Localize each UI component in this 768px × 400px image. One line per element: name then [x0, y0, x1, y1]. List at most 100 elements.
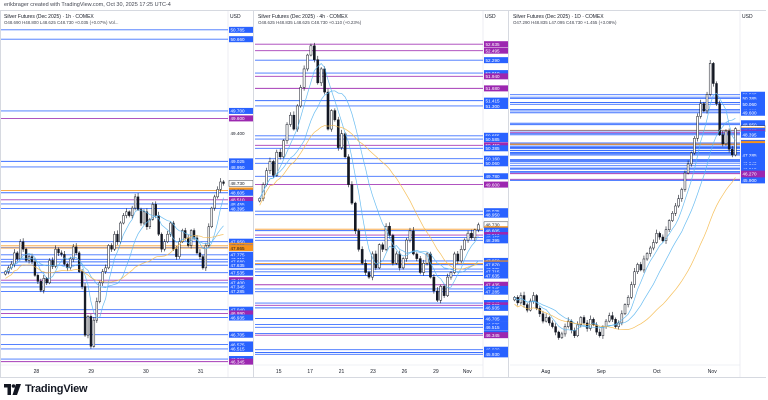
candle-down [525, 304, 529, 311]
candle-up [626, 297, 630, 305]
candle-down [435, 290, 439, 301]
candle-down [272, 161, 275, 176]
tradingview-brand-text: TradingView [25, 383, 88, 395]
candle-down [128, 211, 131, 216]
candle-up [674, 205, 677, 214]
price-label-bg [741, 177, 765, 184]
chart-1h-svg[interactable]: USD50.78550.66049.70049.60049.40049.0254… [1, 11, 254, 377]
candle-up [306, 54, 309, 70]
candle-down [145, 211, 149, 228]
price-label-bg [229, 269, 253, 276]
candle-up [131, 207, 134, 216]
price-axis[interactable]: USD50.58550.45050.38550.16050.06049.7804… [740, 14, 766, 184]
candle-down [45, 278, 48, 284]
moving-average-line [5, 215, 224, 288]
price-label-bg [229, 245, 253, 252]
price-label-bg [229, 314, 253, 321]
currency-label: USD [742, 14, 753, 20]
chart-panel-1d[interactable]: USD50.58550.45050.38550.16050.06049.7804… [510, 11, 766, 377]
candle-down [154, 204, 157, 216]
chart-4h-svg[interactable]: USD52.63552.49552.29052.01051.94051.6805… [255, 11, 509, 377]
candle-up [439, 286, 443, 301]
candle-up [340, 133, 343, 148]
chart-background [1, 11, 253, 377]
currency-label: USD [230, 14, 241, 20]
price-label: 48.605 [231, 191, 245, 196]
candle-down [16, 252, 19, 260]
chart-1d-svg[interactable]: USD50.58550.45050.38550.16050.06049.7804… [510, 11, 766, 377]
price-axis[interactable]: USD50.78550.66049.70049.60049.40049.0254… [228, 14, 253, 365]
ohlc-readout: O48.625 H48.835 L48.625 C48.730 +0.110 (… [258, 20, 362, 25]
price-label-bg [229, 288, 253, 295]
candle-up [309, 45, 313, 56]
candle-down [326, 91, 330, 130]
candle-up [446, 276, 449, 296]
chart-panel-1h[interactable]: USD 50.785 50.660 49.700 49.600 49.400 49.025 4… [1, 11, 254, 377]
candle-up [459, 249, 463, 262]
candle-down [415, 253, 419, 259]
price-label: 47.400 [231, 281, 245, 286]
candle-up [4, 271, 7, 275]
price-label-bg [484, 208, 508, 215]
candle-up [405, 239, 408, 259]
time-tick-label: Nov [708, 369, 717, 375]
time-tick-label: 28 [34, 369, 40, 375]
candle-up [696, 116, 699, 139]
candle-down [160, 233, 163, 250]
price-label: 46.935 [231, 315, 245, 320]
price-label: 46.935 [486, 306, 500, 311]
price-label-bg [484, 288, 508, 295]
candle-up [664, 229, 668, 241]
chart-title: Silver Futures (Dec 2025) · 1D · COMEX [513, 14, 604, 20]
candle-down [136, 196, 140, 210]
price-axis[interactable]: USD52.63552.49552.29052.01051.94051.6805… [483, 14, 508, 358]
candle-up [371, 253, 374, 278]
price-label-bg [484, 173, 508, 180]
candle-down [658, 233, 661, 238]
candle-down [36, 275, 40, 282]
price-label: 46.705 [231, 333, 245, 338]
candle-down [83, 286, 87, 336]
price-label: 48.395 [486, 238, 500, 243]
price-label: 51.680 [486, 86, 500, 91]
candle-down [557, 331, 560, 338]
candle-down [585, 322, 589, 329]
price-label-bg [741, 95, 765, 102]
candle-up [98, 282, 101, 302]
price-label-bg [484, 324, 508, 331]
price-label: 47.870 [486, 262, 500, 267]
price-label: 52.495 [486, 48, 500, 53]
price-label-bg [229, 196, 253, 203]
chart-panel-4h[interactable]: USD52.63552.49552.29052.01051.94051.6805… [255, 11, 509, 377]
price-label-bg [484, 211, 508, 218]
tradingview-footer[interactable]: TradingView [4, 380, 88, 398]
candle-down [592, 319, 595, 326]
price-label-bg [484, 73, 508, 80]
price-label: 47.635 [486, 273, 500, 278]
candle-up [680, 189, 684, 199]
candle-up [54, 248, 57, 267]
candle-up [449, 272, 453, 278]
candle-up [69, 258, 72, 269]
candle-up [384, 225, 388, 250]
candle-up [642, 258, 646, 271]
candle-down [595, 324, 598, 333]
candle-up [708, 63, 712, 95]
candle-up [207, 226, 210, 246]
candle-up [169, 222, 172, 235]
time-tick-label: Aug [541, 369, 550, 375]
price-label: 45.930 [486, 352, 500, 357]
candle-down [313, 45, 316, 60]
chart-background [255, 11, 508, 377]
price-label: 48.950 [231, 165, 245, 170]
price-label-bg [484, 145, 508, 152]
candle-up [473, 229, 477, 239]
price-label-bg [484, 268, 508, 275]
price-label-bg [229, 189, 253, 196]
candle-up [19, 241, 22, 260]
price-label-bg [229, 238, 253, 245]
candle-up [617, 322, 620, 327]
candle-up [671, 213, 674, 221]
candle-down [354, 202, 357, 232]
price-label-bg [229, 26, 253, 33]
